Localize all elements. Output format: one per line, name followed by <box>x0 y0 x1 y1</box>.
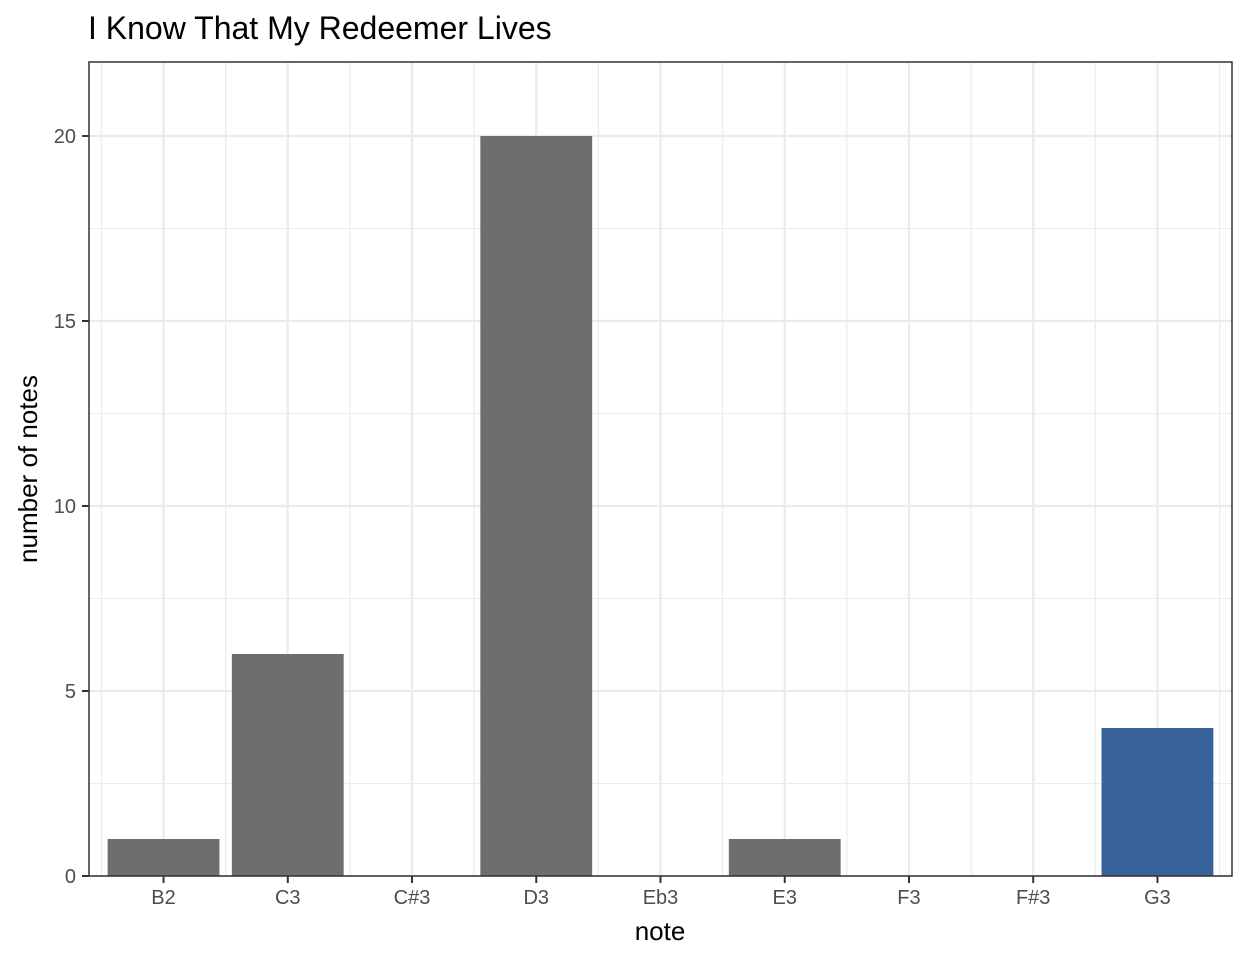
y-axis: 0 5 10 15 20 <box>54 126 89 888</box>
bar-c3 <box>231 654 344 876</box>
x-axis: B2 C3 C#3 D3 Eb3 E3 F3 F#3 G3 <box>151 876 1171 909</box>
bar-b2 <box>107 839 220 876</box>
x-tick-label: D3 <box>523 887 549 909</box>
y-tick-label: 5 <box>65 681 76 703</box>
x-tick-label: E3 <box>773 887 797 909</box>
y-tick-label: 0 <box>65 866 76 888</box>
bar-g3 <box>1101 728 1214 876</box>
x-tick-label: F#3 <box>1016 887 1050 909</box>
y-tick-label: 10 <box>54 496 76 518</box>
bar-e3 <box>728 839 841 876</box>
x-tick-label: C3 <box>275 887 301 909</box>
x-tick-label: Eb3 <box>643 887 679 909</box>
x-tick-label: F3 <box>897 887 920 909</box>
y-tick-label: 20 <box>54 126 76 148</box>
chart-title: I Know That My Redeemer Lives <box>88 10 552 46</box>
x-tick-label: B2 <box>151 887 175 909</box>
bars <box>107 136 1214 876</box>
x-axis-title: note <box>635 916 686 946</box>
y-axis-title: number of notes <box>13 375 43 563</box>
x-tick-label: G3 <box>1144 887 1171 909</box>
y-tick-label: 15 <box>54 311 76 333</box>
x-tick-label: C#3 <box>394 887 431 909</box>
bar-d3 <box>480 136 593 876</box>
